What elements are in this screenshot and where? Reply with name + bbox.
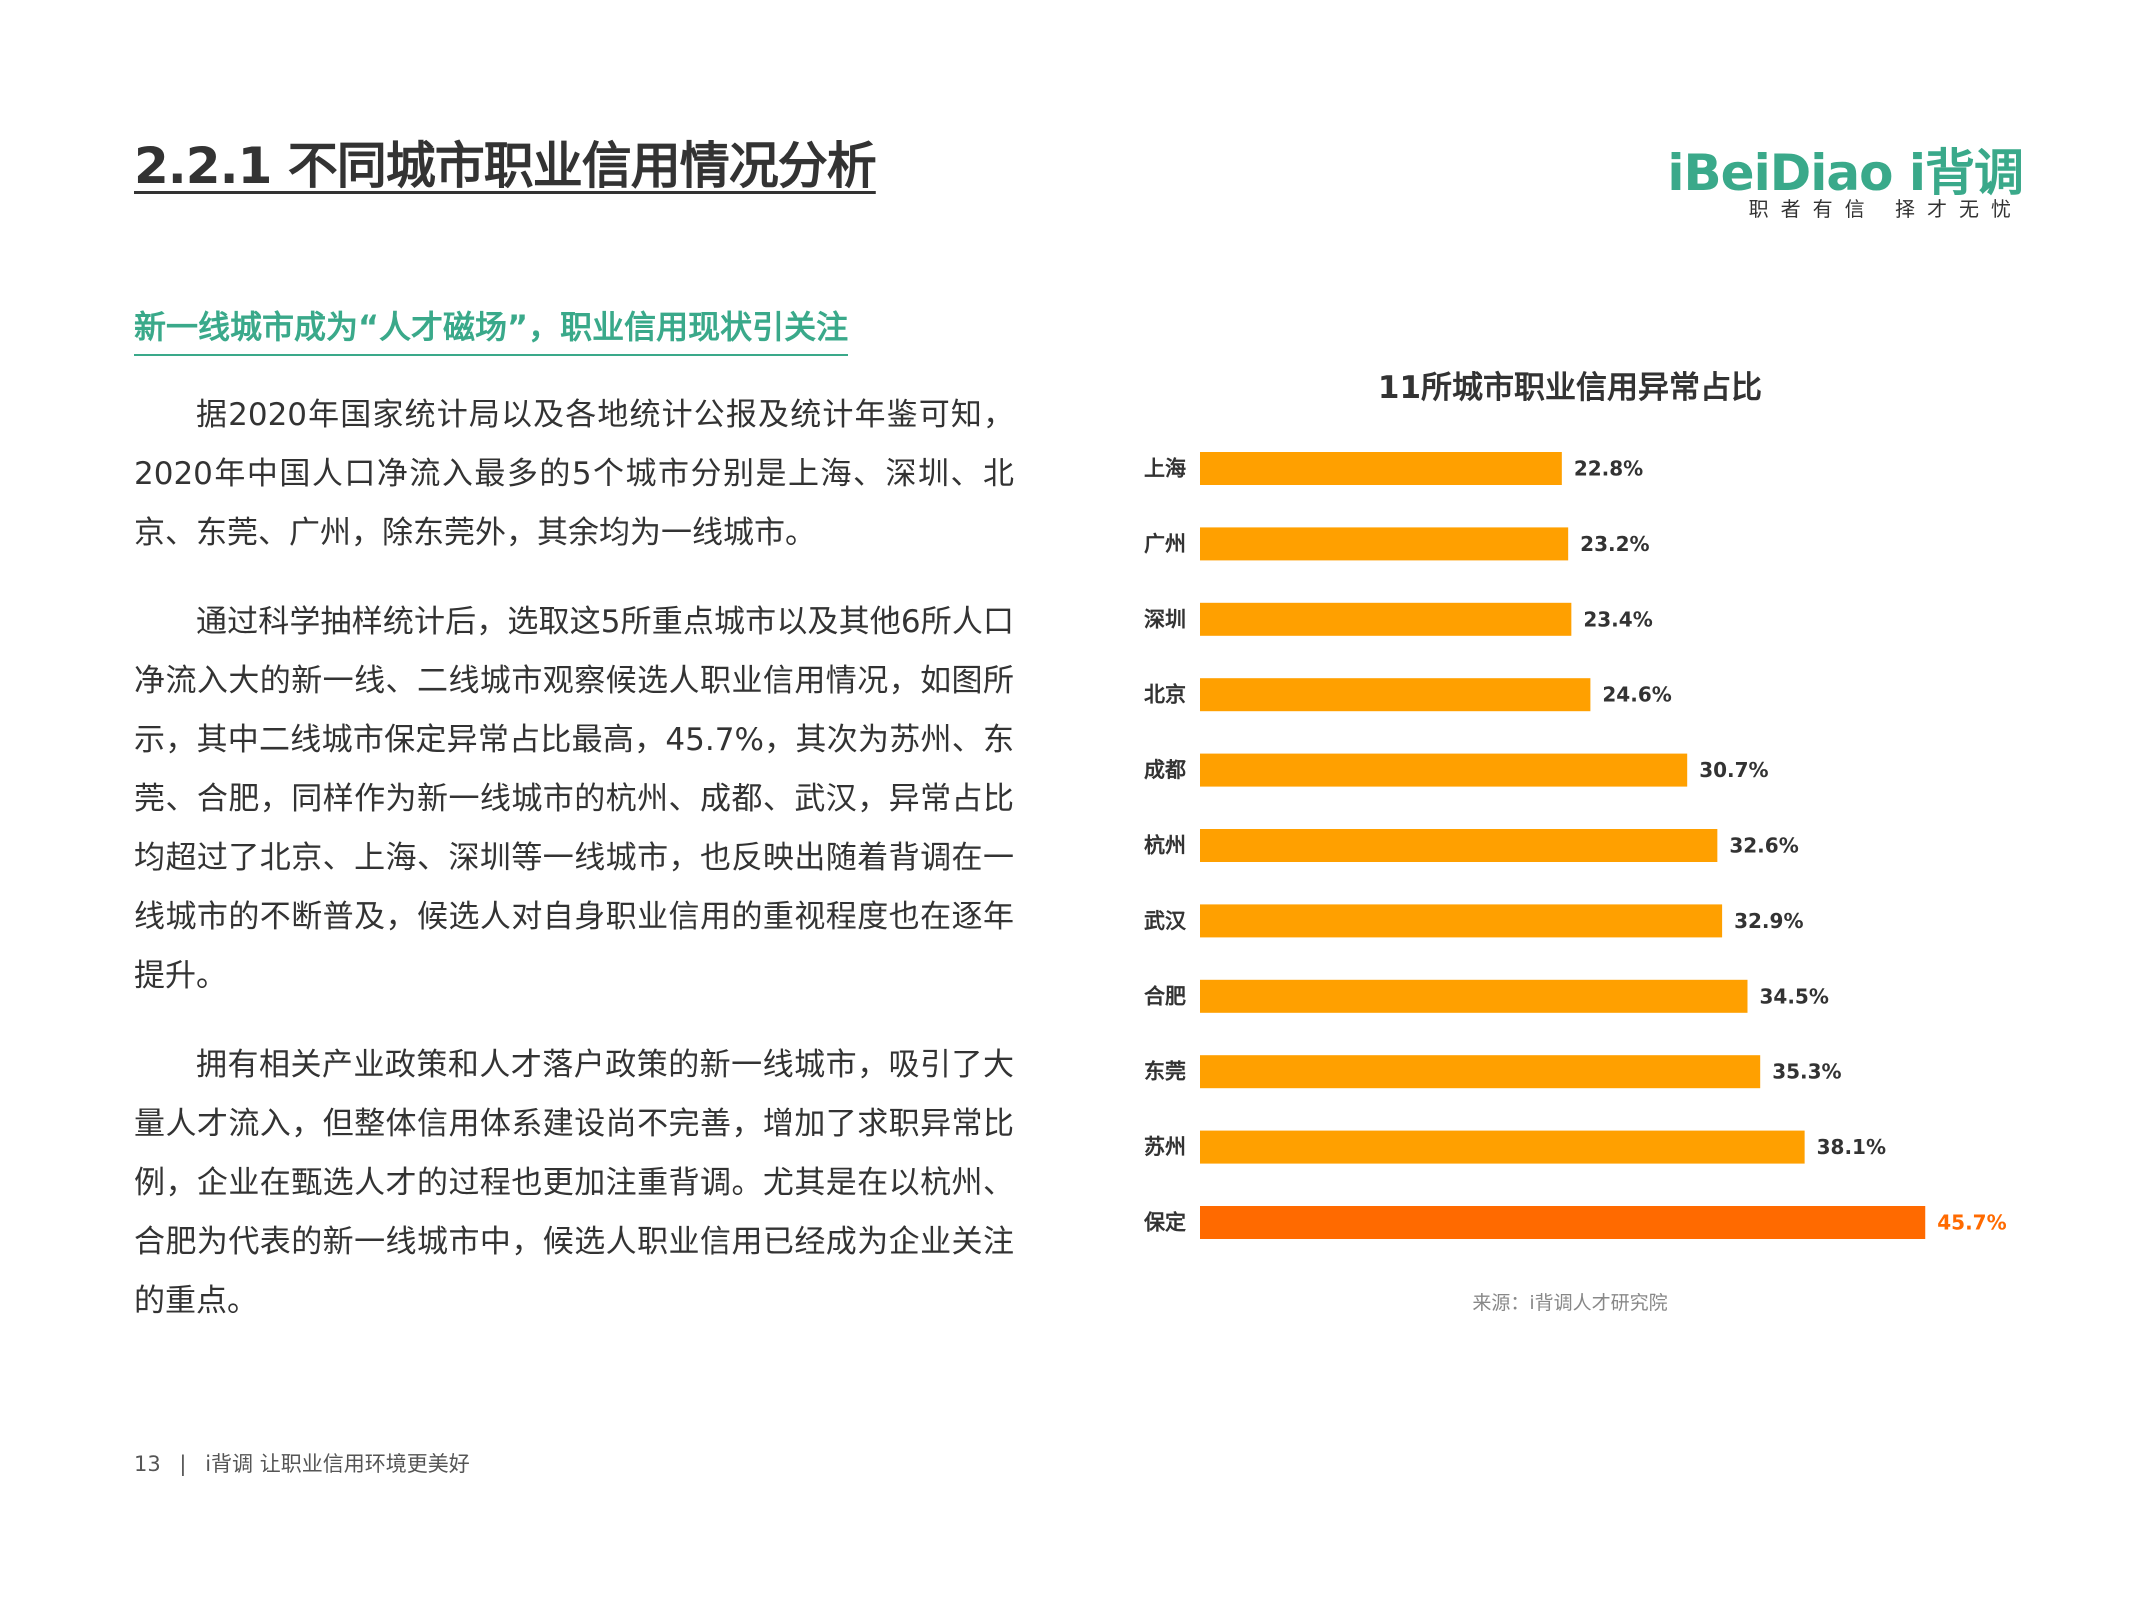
category-label: 广州 — [1144, 532, 1186, 556]
bar — [1200, 527, 1569, 561]
category-label: 上海 — [1144, 457, 1186, 481]
footer-tagline: i背调 让职业信用环境更美好 — [205, 1452, 470, 1476]
category-label: 杭州 — [1144, 834, 1186, 858]
data-label: 22.8% — [1574, 457, 1643, 481]
bar — [1200, 1055, 1761, 1089]
paragraph-2: 通过科学抽样统计后，选取这5所重点城市以及其他6所人口净流入大的新一线、二线城市… — [134, 604, 1014, 994]
bar — [1200, 452, 1562, 485]
category-label: 苏州 — [1144, 1135, 1186, 1159]
data-label: 45.7% — [1937, 1211, 2006, 1235]
bar — [1200, 829, 1718, 862]
logo-wordmark: iBeiDiao i背调 — [1667, 144, 2024, 202]
brand-logo: iBeiDiao i背调 职者有信 择才无忧 — [1663, 133, 2024, 233]
bar — [1200, 1206, 1926, 1239]
data-label: 34.5% — [1760, 984, 1829, 1008]
data-label: 30.7% — [1699, 758, 1768, 782]
data-label: 38.1% — [1817, 1135, 1886, 1159]
bar — [1200, 753, 1688, 787]
bar-chart: 上海 22.8% 广州 23.2% 深圳 23.4% 北京 24.6% 成都 30.7% 杭州 32.… — [1120, 440, 2020, 1260]
bar — [1200, 1130, 1805, 1164]
bar — [1200, 678, 1591, 712]
bar-chart-svg: 上海 22.8% 广州 23.2% 深圳 23.4% 北京 24.6% 成都 30.7% 杭州 32.… — [1143, 452, 2007, 1239]
data-label: 32.6% — [1729, 834, 1798, 858]
category-label: 合肥 — [1144, 984, 1186, 1008]
bar — [1200, 602, 1572, 636]
category-label: 北京 — [1144, 683, 1186, 707]
body-text: 据2020年国家统计局以及各地统计公报及统计年鉴可知，2020年中国人口净流入最… — [134, 386, 1014, 1361]
footer-separator: | — [179, 1452, 187, 1476]
category-label: 深圳 — [1144, 607, 1186, 631]
data-label: 32.9% — [1734, 909, 1803, 933]
category-label: 武汉 — [1144, 909, 1187, 933]
paragraph-1: 据2020年国家统计局以及各地统计公报及统计年鉴可知，2020年中国人口净流入最… — [134, 397, 1014, 551]
paragraph-3: 拥有相关产业政策和人才落户政策的新一线城市，吸引了大量人才流入，但整体信用体系建… — [134, 1047, 1014, 1319]
bar — [1200, 979, 1748, 1013]
data-label: 23.2% — [1580, 532, 1649, 556]
data-label: 35.3% — [1772, 1060, 1841, 1084]
page-footer: 13 | i背调 让职业信用环境更美好 — [134, 1448, 482, 1478]
page-title: 2.2.1 不同城市职业信用情况分析 — [134, 137, 877, 195]
logo-slogan: 职者有信 择才无忧 — [1748, 197, 2023, 221]
section-subtitle: 新一线城市成为“人才磁场”，职业信用现状引关注 — [134, 302, 849, 356]
chart-title: 11所城市职业信用异常占比 — [1377, 370, 1763, 406]
bar — [1200, 904, 1723, 938]
category-label: 东莞 — [1144, 1060, 1186, 1084]
data-label: 23.4% — [1583, 607, 1652, 631]
chart-source: 来源：i背调人才研究院 — [1472, 1292, 1668, 1314]
category-label: 保定 — [1143, 1211, 1186, 1235]
page-number: 13 — [134, 1452, 161, 1476]
data-label: 24.6% — [1602, 683, 1671, 707]
category-label: 成都 — [1144, 758, 1186, 782]
